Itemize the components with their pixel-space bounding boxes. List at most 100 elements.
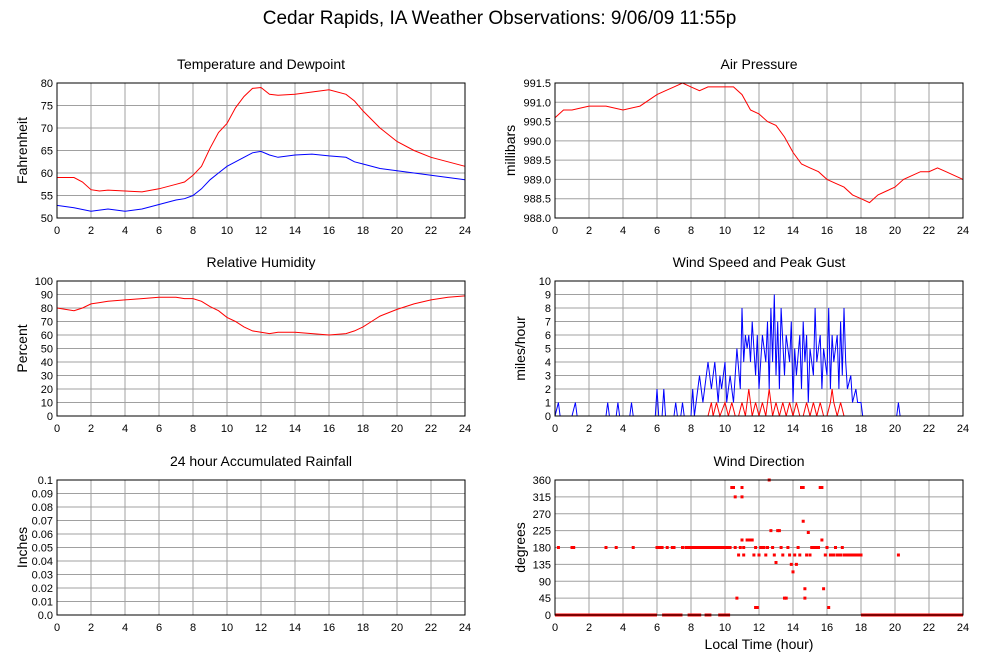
y-axis-label: millibars	[502, 125, 518, 176]
x-tick-label: 22	[425, 225, 437, 237]
direction-point	[794, 562, 798, 566]
y-tick-label: 7	[545, 317, 551, 329]
y-tick-label: 70	[41, 123, 53, 135]
direction-point	[684, 546, 688, 549]
x-tick-label: 6	[654, 225, 660, 237]
direction-point	[604, 546, 608, 549]
x-tick-label: 12	[255, 423, 267, 435]
x-tick-label: 0	[54, 622, 60, 634]
x-tick-label: 8	[190, 622, 196, 634]
y-tick-label: 0.02	[32, 583, 53, 595]
y-tick-label: 20	[41, 384, 53, 396]
x-tick-label: 4	[122, 423, 128, 435]
y-tick-label: 0	[545, 411, 551, 423]
x-tick-label: 22	[425, 622, 437, 634]
direction-point	[704, 546, 708, 549]
direction-point	[732, 486, 735, 489]
x-tick-label: 22	[923, 225, 935, 237]
y-tick-label: 135	[533, 559, 551, 571]
direction-point	[845, 553, 849, 557]
x-tick-label: 0	[552, 225, 558, 237]
direction-point	[801, 486, 805, 489]
y-tick-label: 991.0	[523, 97, 551, 109]
x-axis-label: Local Time (hour)	[705, 636, 814, 652]
x-tick-label: 24	[459, 622, 471, 634]
direction-point	[796, 546, 800, 549]
x-tick-label: 12	[753, 423, 765, 435]
direction-point	[745, 538, 749, 542]
x-tick-label: 24	[459, 225, 471, 237]
y-tick-label: 225	[533, 526, 551, 538]
y-tick-label: 10	[539, 276, 551, 288]
x-tick-label: 16	[821, 423, 833, 435]
y-tick-label: 75	[41, 101, 53, 113]
x-tick-label: 2	[88, 622, 94, 634]
direction-point	[760, 546, 764, 549]
y-axis-label: Fahrenheit	[14, 117, 30, 184]
y-tick-label: 0.01	[32, 597, 53, 609]
x-tick-label: 0	[552, 622, 558, 634]
y-tick-label: 270	[533, 509, 551, 521]
direction-point	[798, 553, 802, 557]
direction-point	[842, 553, 846, 557]
direction-point	[735, 596, 739, 600]
direction-point	[771, 546, 775, 549]
direction-point	[572, 546, 576, 549]
direction-point	[859, 553, 863, 557]
y-tick-label: 55	[41, 191, 53, 203]
direction-point	[854, 553, 858, 557]
y-tick-label: 989.5	[523, 155, 551, 167]
direction-point	[670, 546, 674, 549]
plot-frame	[554, 280, 964, 417]
x-tick-label: 18	[357, 622, 369, 634]
x-tick-label: 24	[957, 423, 969, 435]
direction-point	[830, 553, 834, 557]
x-tick-label: 16	[821, 225, 833, 237]
x-tick-label: 18	[855, 423, 867, 435]
direction-point	[706, 546, 710, 549]
x-tick-label: 8	[190, 423, 196, 435]
direction-point	[803, 596, 807, 600]
direction-point	[769, 529, 773, 533]
y-axis-label: miles/hour	[512, 316, 528, 381]
direction-point	[793, 553, 797, 557]
direction-point	[818, 486, 822, 489]
direction-point	[718, 546, 722, 549]
direction-point	[783, 596, 786, 600]
x-tick-label: 6	[156, 423, 162, 435]
direction-point	[840, 546, 844, 549]
x-tick-label: 2	[586, 225, 592, 237]
x-tick-label: 18	[855, 622, 867, 634]
direction-point	[811, 546, 815, 549]
direction-point	[720, 546, 724, 549]
direction-point	[754, 546, 758, 549]
x-tick-label: 14	[787, 423, 799, 435]
y-tick-label: 65	[41, 146, 53, 158]
direction-point	[721, 546, 725, 549]
y-tick-label: 8	[545, 303, 551, 315]
direction-point	[701, 546, 705, 549]
x-tick-label: 16	[323, 622, 335, 634]
y-tick-label: 0.03	[32, 570, 53, 582]
x-tick-label: 4	[620, 225, 626, 237]
y-tick-label: 180	[533, 543, 551, 555]
x-tick-label: 14	[289, 423, 301, 435]
x-tick-label: 14	[787, 225, 799, 237]
direction-point	[759, 546, 763, 549]
x-tick-label: 22	[425, 423, 437, 435]
direction-point	[774, 561, 778, 564]
series-line-0	[554, 82, 964, 204]
x-tick-label: 0	[54, 225, 60, 237]
direction-point	[696, 546, 700, 549]
x-tick-label: 8	[688, 423, 694, 435]
plot-frame	[56, 82, 466, 219]
x-tick-label: 10	[719, 423, 731, 435]
x-tick-label: 10	[719, 622, 731, 634]
x-tick-label: 4	[620, 622, 626, 634]
direction-point	[827, 606, 831, 609]
direction-point	[806, 531, 810, 534]
y-tick-label: 10	[41, 398, 53, 410]
